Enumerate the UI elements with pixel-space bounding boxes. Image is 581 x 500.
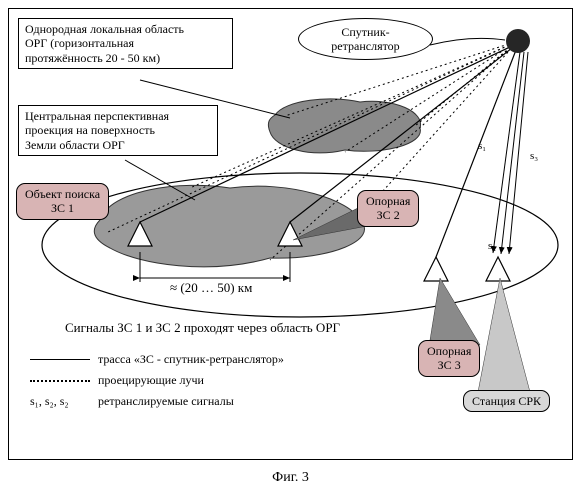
dimension-text: ≈ (20 … 50) км: [170, 280, 252, 296]
legend-row-dots: проецирующие лучи: [30, 371, 284, 390]
satellite-body: [506, 29, 530, 53]
zs3-pointer: [430, 278, 480, 345]
sig-s2: s₂: [488, 240, 496, 252]
diagram-heading: Сигналы ЗС 1 и ЗС 2 проходят через облас…: [65, 320, 340, 336]
legend-solid-line-icon: [30, 359, 90, 360]
zs2-text: ОпорнаяЗС 2: [366, 194, 410, 222]
zs1-text: Объект поискаЗС 1: [25, 187, 100, 215]
legend-row-line: трасса «ЗС - спутник-ретранслятор»: [30, 350, 284, 369]
retransmitted-signals: [493, 52, 528, 254]
satellite-bubble: Спутник-ретранслятор: [298, 18, 433, 60]
legend-row-sigs: s₁, s₂, s₂ ретранслируемые сигналы: [30, 392, 284, 411]
sig-s1: s₁: [478, 140, 486, 152]
srk-text: Станция СРК: [472, 394, 541, 408]
org-area-box: Однородная локальная областьОРГ (горизон…: [18, 18, 233, 69]
projection-box: Центральная перспективнаяпроекция на пов…: [18, 105, 218, 156]
figure-caption: Фиг. 3: [0, 470, 581, 486]
legend-line-text: трасса «ЗС - спутник-ретранслятор»: [98, 350, 284, 369]
legend-dotted-line-icon: [30, 380, 90, 382]
org-area-text: Однородная локальная областьОРГ (горизон…: [25, 22, 184, 65]
legend: трасса «ЗС - спутник-ретранслятор» проец…: [30, 350, 284, 414]
legend-sigs-text: ретранслируемые сигналы: [98, 392, 234, 411]
zs3-pill: ОпорнаяЗС 3: [418, 340, 480, 377]
sig-s3: s₃: [530, 150, 538, 162]
zs1-pill: Объект поискаЗС 1: [16, 183, 109, 220]
zs3-text: ОпорнаяЗС 3: [427, 344, 471, 372]
legend-dots-text: проецирующие лучи: [98, 371, 204, 390]
satellite-bubble-text: Спутник-ретранслятор: [331, 25, 399, 54]
zs2-pill: ОпорнаяЗС 2: [357, 190, 419, 227]
legend-sigs-label: s₁, s₂, s₂: [30, 392, 90, 411]
srk-pill: Станция СРК: [463, 390, 550, 412]
bubble-tail: [430, 38, 505, 45]
projection-text: Центральная перспективнаяпроекция на пов…: [25, 109, 169, 152]
